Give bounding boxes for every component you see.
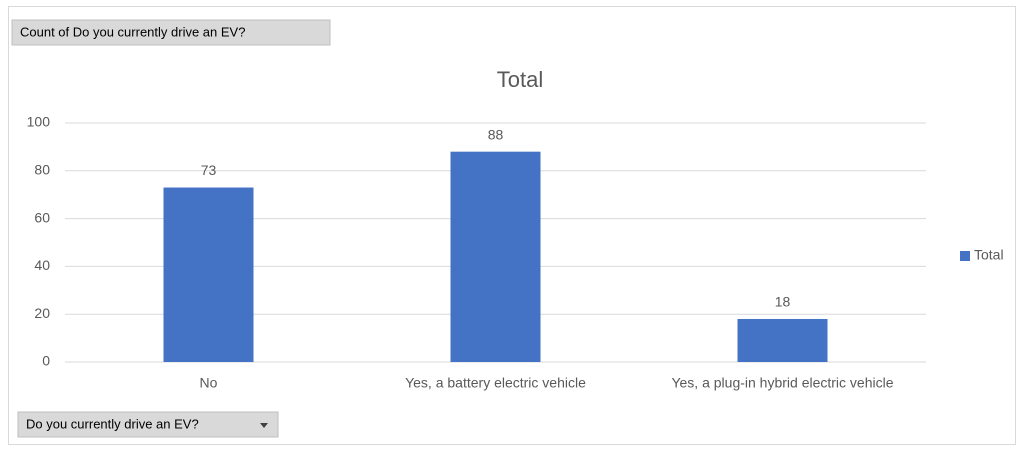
axis-field-button[interactable]: Do you currently drive an EV?	[17, 411, 279, 438]
dropdown-arrow[interactable]	[260, 423, 268, 428]
legend-label: Total	[974, 247, 1004, 263]
y-tick-label: 60	[34, 209, 50, 225]
y-tick-label: 40	[34, 257, 50, 273]
legend-swatch	[960, 251, 970, 261]
button-bg[interactable]	[17, 411, 279, 438]
data-label: 73	[201, 162, 217, 178]
button-bg[interactable]	[11, 19, 331, 46]
bar	[737, 318, 828, 362]
x-tick-label: Yes, a battery electric vehicle	[405, 375, 586, 391]
button-label[interactable]: Count of Do you currently drive an EV?	[20, 24, 245, 39]
x-tick-label: No	[200, 375, 218, 391]
y-tick-label: 0	[42, 353, 50, 369]
y-tick-label: 100	[27, 114, 51, 130]
button-label[interactable]: Do you currently drive an EV?	[26, 416, 199, 431]
bar	[163, 187, 254, 362]
bar	[450, 151, 541, 362]
y-tick-label: 80	[34, 162, 50, 178]
value-field-button[interactable]: Count of Do you currently drive an EV?	[11, 19, 331, 46]
data-label: 18	[775, 294, 791, 310]
x-tick-label: Yes, a plug-in hybrid electric vehicle	[671, 375, 893, 391]
chart-title: Total	[497, 67, 543, 92]
y-tick-label: 20	[34, 305, 50, 321]
data-label: 88	[488, 126, 504, 142]
